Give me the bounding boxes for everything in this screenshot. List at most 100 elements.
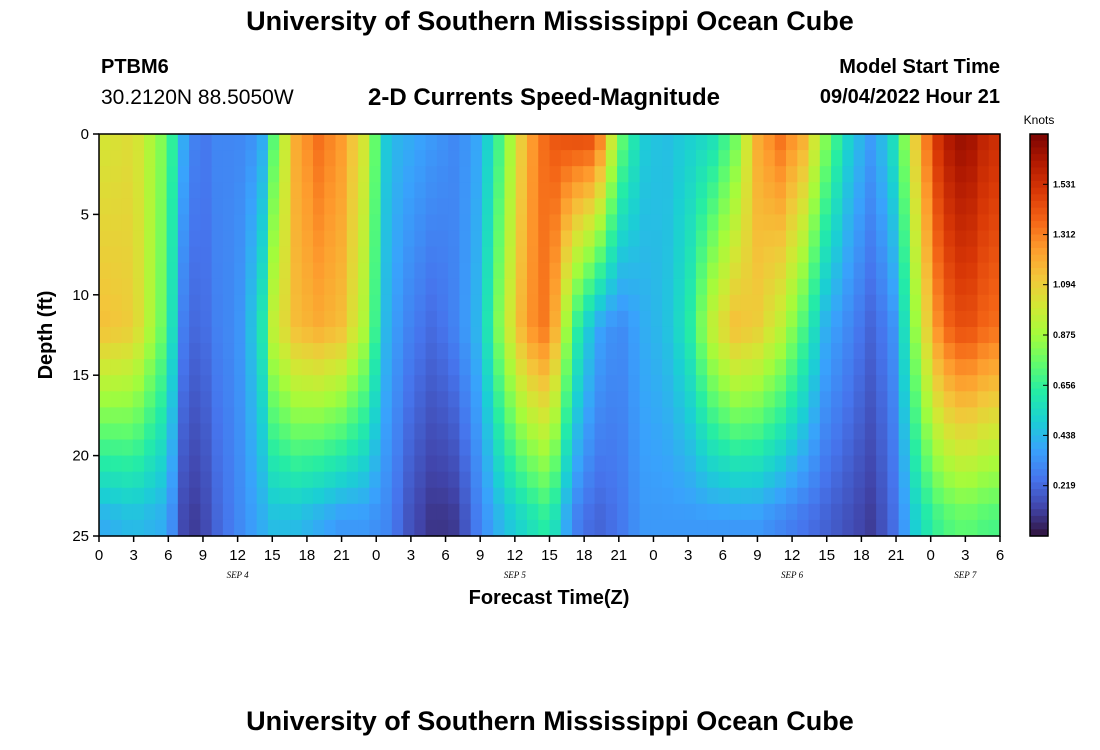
heatmap-cell: [673, 134, 686, 151]
heatmap-cell: [256, 278, 269, 296]
heatmap-cell: [864, 150, 877, 167]
heatmap-cell: [526, 214, 539, 232]
heatmap-cell: [842, 166, 855, 183]
heatmap-cell: [763, 471, 776, 489]
heatmap-cell: [515, 407, 528, 425]
heatmap-cell: [414, 134, 427, 151]
heatmap-cell: [369, 519, 382, 537]
heatmap-cell: [954, 326, 967, 344]
heatmap-cell: [110, 134, 123, 151]
heatmap-cell: [493, 198, 506, 215]
heatmap-cell: [290, 326, 303, 344]
heatmap-cell: [369, 343, 382, 360]
heatmap-cell: [256, 326, 269, 344]
heatmap-cell: [684, 310, 697, 328]
heatmap-cell: [988, 262, 1001, 280]
heatmap-cell: [797, 230, 810, 248]
heatmap-cell: [673, 439, 686, 457]
heatmap-cell: [538, 503, 551, 521]
heatmap-cell: [425, 230, 438, 248]
heatmap-cell: [549, 198, 562, 215]
heatmap-cell: [200, 150, 213, 167]
heatmap-cell: [650, 198, 663, 215]
heatmap-cell: [639, 182, 652, 199]
heatmap-cell: [504, 439, 517, 457]
heatmap-cell: [988, 214, 1001, 232]
heatmap-cell: [346, 359, 359, 376]
heatmap-cell: [211, 294, 224, 312]
heatmap-cell: [842, 503, 855, 521]
heatmap-cell: [403, 182, 415, 199]
heatmap-cell: [459, 310, 472, 328]
heatmap-cell: [189, 246, 201, 264]
heatmap-cell: [819, 519, 832, 537]
x-tick-label: 12: [507, 547, 524, 564]
heatmap-cell: [707, 150, 720, 167]
heatmap-cell: [560, 375, 573, 392]
heatmap-cell: [876, 262, 888, 280]
heatmap-cell: [380, 519, 393, 537]
heatmap-cell: [110, 407, 123, 425]
heatmap-cell: [954, 375, 967, 392]
heatmap-cell: [391, 246, 404, 264]
heatmap-cell: [155, 487, 168, 505]
heatmap-cell: [549, 182, 562, 199]
heatmap-cell: [932, 150, 945, 167]
heatmap-cell: [909, 262, 922, 280]
heatmap-cell: [177, 214, 190, 232]
heatmap-cell: [819, 278, 832, 296]
heatmap-cell: [538, 310, 551, 328]
heatmap-cell: [628, 310, 641, 328]
heatmap-cell: [966, 262, 979, 280]
heatmap-cell: [864, 407, 877, 425]
heatmap-cell: [335, 471, 348, 489]
heatmap-cell: [954, 150, 967, 167]
heatmap-cell: [526, 455, 539, 473]
x-tick-label: 9: [753, 547, 761, 564]
heatmap-cell: [921, 343, 934, 360]
heatmap-cell: [662, 134, 674, 151]
heatmap-cell: [876, 150, 888, 167]
heatmap-cell: [391, 310, 404, 328]
heatmap-cell: [560, 150, 573, 167]
heatmap-cell: [853, 150, 866, 167]
heatmap-cell: [481, 407, 494, 425]
heatmap-cell: [312, 166, 325, 183]
heatmap-cell: [786, 246, 798, 264]
heatmap-cell: [988, 439, 1001, 457]
heatmap-cell: [448, 214, 460, 232]
heatmap-cell: [583, 134, 596, 151]
heatmap-cell: [988, 343, 1001, 360]
heatmap-cell: [110, 230, 123, 248]
heatmap-cell: [808, 439, 821, 457]
heatmap-cell: [290, 343, 303, 360]
heatmap-cell: [808, 214, 821, 232]
heatmap-cell: [200, 391, 213, 408]
heatmap-cell: [662, 503, 674, 521]
heatmap-cell: [189, 198, 201, 215]
heatmap-cell: [301, 326, 314, 344]
heatmap-cell: [110, 455, 123, 473]
heatmap-cell: [380, 407, 393, 425]
heatmap-cell: [504, 278, 517, 296]
heatmap-cell: [594, 407, 607, 425]
heatmap-cell: [526, 326, 539, 344]
heatmap-cell: [515, 134, 528, 151]
heatmap-cell: [144, 343, 156, 360]
heatmap-cell: [132, 423, 145, 441]
heatmap-cell: [605, 375, 618, 392]
heatmap-cell: [515, 326, 528, 344]
heatmap-cell: [921, 423, 934, 441]
heatmap-cell: [493, 294, 506, 312]
heatmap-cell: [684, 503, 697, 521]
heatmap-cell: [425, 359, 438, 376]
heatmap-cell: [943, 310, 956, 328]
model-start-label: Model Start Time: [839, 56, 1000, 78]
heatmap-cell: [729, 359, 742, 376]
heatmap-cell: [921, 230, 934, 248]
heatmap-cell: [752, 278, 765, 296]
heatmap-cell: [662, 519, 674, 537]
heatmap-cell: [189, 310, 201, 328]
heatmap-cell: [752, 198, 765, 215]
colorbar-segment: [1030, 509, 1048, 517]
